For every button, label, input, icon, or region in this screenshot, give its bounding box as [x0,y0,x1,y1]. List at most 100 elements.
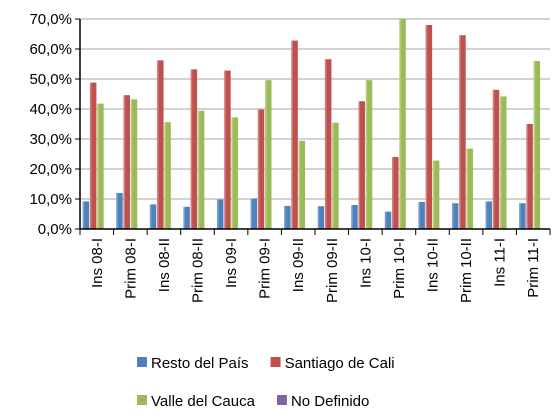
x-tick-label: Prim 11-I [525,238,542,298]
bar-highlight [418,202,420,229]
bar [216,199,224,229]
bar-highlight [351,205,353,229]
bar [519,203,526,229]
bar-highlight [183,206,185,229]
legend-swatch [137,357,147,367]
bars [82,19,541,230]
bar-highlight [432,160,435,229]
bar-highlight [533,61,536,229]
legend-swatch [270,357,281,367]
y-tick-label: 60,0% [29,41,72,58]
bar [183,206,190,229]
bar-highlight [365,80,368,229]
x-tick-label: Ins 08-II [156,238,173,292]
bar-highlight [459,35,461,230]
bar-highlight [250,198,253,229]
bar [392,157,399,229]
bar [149,204,157,229]
bar-highlight [130,99,133,230]
bar [284,205,291,229]
bar [257,109,265,229]
bar [324,59,332,230]
bar-highlight [149,204,152,229]
x-tick-label: Prim 10-II [458,238,475,303]
x-tick-label: Ins 09-II [290,238,307,292]
legend-label: No Definido [291,393,369,410]
bar [332,122,339,229]
bar-highlight [425,25,428,229]
bar-highlight [164,122,166,229]
bar-highlight [116,193,118,229]
bar-highlight [358,101,361,229]
bar-highlight [82,201,85,229]
legend-swatch [276,395,287,405]
legend-label: Santiago de Cali [285,355,395,372]
bar [466,148,473,229]
bar [418,202,425,229]
bar-highlight [324,59,327,230]
bar [459,35,466,230]
y-axis: 0,0% 10,0% 20,0% 30,0% 40,0% 50,0% 60,0% 70,0% [29,11,81,238]
bar [231,117,238,229]
y-tick-label: 10,0% [29,191,72,208]
bar-highlight [231,117,234,229]
bar-highlight [451,203,454,229]
bar [250,198,258,229]
bar [291,40,298,229]
y-tick-label: 40,0% [29,101,72,118]
bar-highlight [265,80,267,229]
x-tick-label: Prim 09-II [324,238,341,303]
bar-highlight [384,211,387,229]
bar [384,211,392,229]
bar [317,206,325,229]
bar [130,99,138,230]
y-tick-label: 0,0% [38,221,72,238]
legend: Resto del País Santiago de Cali Valle del … [137,355,395,410]
bar-highlight [284,205,286,229]
bar [89,82,97,229]
y-tick-label: 70,0% [29,11,72,28]
bar-highlight [197,110,200,229]
bar-highlight [519,203,521,229]
bar [116,193,123,229]
x-tick-label: Ins 10-I [357,238,374,288]
bar [265,80,272,229]
bar-highlight [190,69,193,230]
y-tick-label: 50,0% [29,71,72,88]
bar-highlight [485,201,488,229]
bar [82,201,90,229]
bar-highlight [224,70,226,229]
bar [358,101,365,229]
x-axis: Ins 08-I Prim 08-I Ins 08-II Prim 08-II Ins … [79,228,551,303]
bar-highlight [466,148,469,229]
bar [365,80,373,229]
bar-highlight [157,60,159,230]
x-tick-label: Ins 09-I [223,238,240,288]
bar [492,89,500,229]
gridlines [80,18,550,200]
bar [197,110,205,229]
bar [123,95,130,229]
bar [533,61,541,229]
bar-highlight [89,82,92,229]
bar-highlight [216,199,219,229]
x-tick-label: Ins 10-II [425,238,442,292]
bar-highlight [392,157,394,229]
bar [351,205,358,229]
bar-highlight [317,206,320,229]
bar [157,60,164,230]
bar [526,124,533,229]
bar-highlight [332,122,334,229]
x-tick-label: Prim 10-I [391,238,408,299]
bar [164,122,171,229]
bar-highlight [526,124,528,229]
x-tick-label: Ins 11-I [492,238,509,287]
x-tick-label: Prim 08-I [122,238,139,299]
bar [97,103,104,229]
bar [190,69,198,230]
legend-label: Valle del Cauca [151,393,256,410]
bar-highlight [291,40,293,229]
bar [451,203,459,229]
bar-highlight [123,95,126,229]
y-tick-label: 30,0% [29,131,72,148]
